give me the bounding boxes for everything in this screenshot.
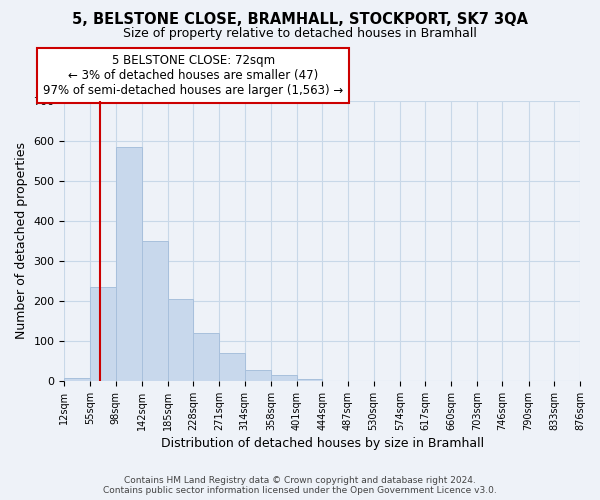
Text: Size of property relative to detached houses in Bramhall: Size of property relative to detached ho… bbox=[123, 28, 477, 40]
Bar bbox=[116, 147, 142, 381]
Bar bbox=[271, 375, 296, 381]
Bar bbox=[219, 353, 245, 381]
Bar bbox=[64, 378, 90, 381]
Bar bbox=[142, 241, 167, 381]
Bar bbox=[193, 333, 219, 381]
Bar bbox=[90, 287, 116, 381]
Text: 5, BELSTONE CLOSE, BRAMHALL, STOCKPORT, SK7 3QA: 5, BELSTONE CLOSE, BRAMHALL, STOCKPORT, … bbox=[72, 12, 528, 28]
X-axis label: Distribution of detached houses by size in Bramhall: Distribution of detached houses by size … bbox=[161, 437, 484, 450]
Text: 5 BELSTONE CLOSE: 72sqm
← 3% of detached houses are smaller (47)
97% of semi-det: 5 BELSTONE CLOSE: 72sqm ← 3% of detached… bbox=[43, 54, 343, 97]
Bar bbox=[245, 370, 271, 381]
Text: Contains HM Land Registry data © Crown copyright and database right 2024.
Contai: Contains HM Land Registry data © Crown c… bbox=[103, 476, 497, 495]
Bar bbox=[296, 379, 322, 381]
Bar bbox=[167, 299, 193, 381]
Y-axis label: Number of detached properties: Number of detached properties bbox=[15, 142, 28, 340]
